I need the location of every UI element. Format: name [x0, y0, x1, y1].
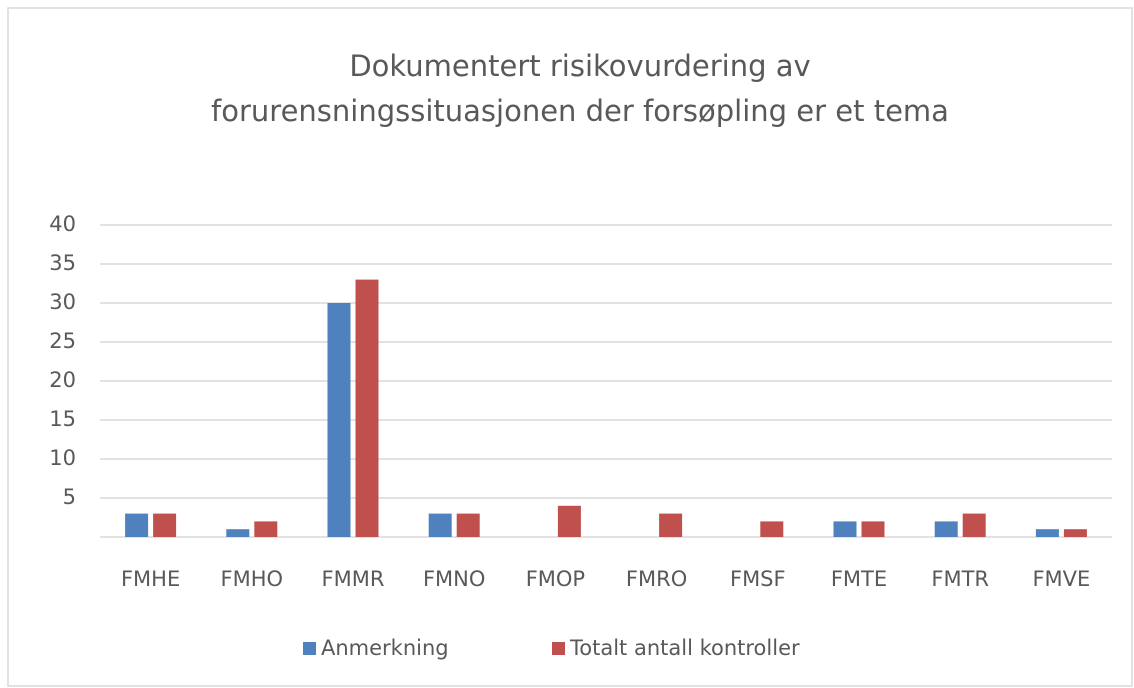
chart-title: forurensningssituasjonen der forsøpling …	[211, 94, 949, 128]
y-tick-label: 20	[49, 368, 76, 392]
bar	[355, 279, 379, 537]
legend-label: Anmerkning	[321, 636, 449, 660]
legend-swatch	[552, 642, 565, 655]
y-tick-label: 15	[49, 407, 76, 431]
bar	[861, 521, 885, 537]
y-tick-label: 35	[49, 251, 76, 275]
chart-title: Dokumentert risikovurdering av	[349, 49, 810, 83]
bar	[428, 513, 452, 537]
x-tick-label: FMMR	[322, 567, 385, 591]
x-tick-label: FMNO	[423, 567, 485, 591]
x-tick-label: FMHE	[121, 567, 180, 591]
x-tick-label: FMSF	[730, 567, 786, 591]
chart-frame	[7, 7, 1133, 687]
x-tick-label: FMTE	[831, 567, 887, 591]
x-tick-label: FMVE	[1032, 567, 1090, 591]
x-tick-label: FMHO	[221, 567, 284, 591]
bar	[456, 513, 480, 537]
bar	[153, 513, 177, 537]
legend-label: Totalt antall kontroller	[569, 636, 800, 660]
x-tick-label: FMTR	[931, 567, 989, 591]
bar	[1063, 529, 1087, 537]
bar	[557, 505, 581, 537]
bar	[327, 303, 351, 537]
bar	[760, 521, 784, 537]
x-tick-label: FMRO	[626, 567, 687, 591]
bar	[962, 513, 986, 537]
legend-swatch	[303, 642, 316, 655]
y-tick-label: 40	[49, 212, 76, 236]
bar	[1035, 529, 1059, 537]
y-tick-label: 30	[49, 290, 76, 314]
bar	[833, 521, 857, 537]
bar	[254, 521, 278, 537]
x-tick-label: FMOP	[526, 567, 585, 591]
bar	[125, 513, 149, 537]
y-tick-label: 25	[49, 329, 76, 353]
bar	[226, 529, 250, 537]
y-tick-label: 10	[49, 446, 76, 470]
bar	[934, 521, 958, 537]
bar	[659, 513, 683, 537]
y-tick-label: 5	[63, 485, 76, 509]
